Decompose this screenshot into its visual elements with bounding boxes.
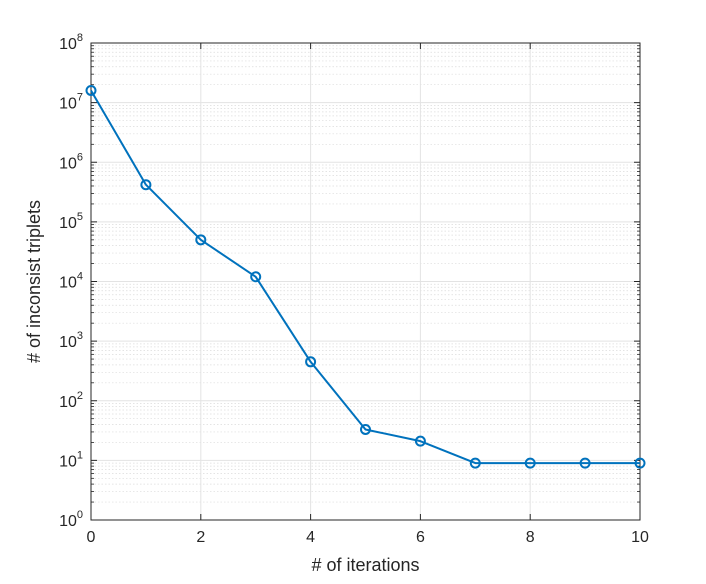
y-tick-label: 105 [59,211,83,232]
x-tick-label: 10 [631,529,649,546]
data-point-marker [140,179,152,191]
y-tick-labels: 100 101 102 103 104 105 106 107 108 [59,32,83,530]
y-tick-label: 104 [59,271,83,292]
y-tick-label: 100 [59,509,83,530]
y-tick-label: 107 [59,92,83,113]
data-point-marker [85,84,97,96]
data-point-marker [360,423,371,435]
axis-ticks [90,42,641,521]
minor-grid [91,45,640,503]
data-point-marker [414,435,426,447]
series-group [85,84,646,469]
y-tick-label: 108 [59,32,83,53]
data-point-marker [579,457,591,469]
data-point-marker [524,457,536,469]
x-axis-label: # of iterations [311,555,419,575]
series-line [90,89,640,465]
x-tick-label: 0 [87,529,96,546]
y-tick-label: 101 [59,449,83,470]
y-tick-label: 103 [59,330,83,351]
data-point-marker [634,457,646,469]
data-point-marker [195,234,207,246]
x-tick-label: 2 [196,529,205,546]
data-point-marker [250,271,262,283]
x-tick-label: 4 [306,529,315,546]
x-tick-labels: 0 2 4 6 8 10 [87,529,649,546]
y-axis-label: # of inconsist triplets [24,200,44,363]
data-point-marker [305,356,317,368]
y-tick-label: 106 [59,151,83,172]
x-tick-label: 8 [526,529,535,546]
y-tick-label: 102 [59,390,83,411]
data-point-marker [469,457,481,469]
x-tick-label: 6 [416,529,425,546]
